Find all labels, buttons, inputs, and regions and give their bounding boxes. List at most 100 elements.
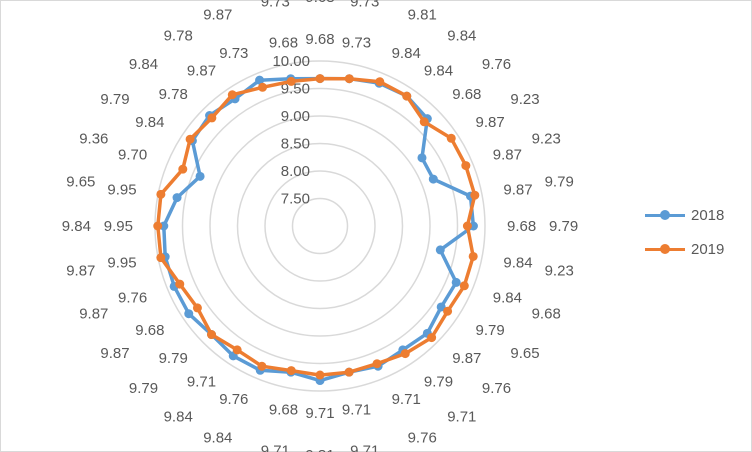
data-label: 9.68 <box>135 322 164 339</box>
data-label: 9.71 <box>350 443 379 452</box>
grid-ring <box>154 60 486 392</box>
data-label: 9.36 <box>79 130 108 147</box>
data-point-2019 <box>462 221 472 231</box>
data-point-2019 <box>286 366 296 376</box>
data-label: 9.78 <box>159 86 188 103</box>
data-point-2019 <box>153 221 163 231</box>
data-point-2019 <box>400 349 410 359</box>
data-label: 9.68 <box>532 306 561 323</box>
data-point-2019 <box>175 279 185 289</box>
data-label: 9.76 <box>408 430 437 447</box>
data-point-2019 <box>206 330 216 340</box>
data-label: 9.81 <box>408 6 437 23</box>
data-point-2018 <box>417 153 427 163</box>
data-label: 9.71 <box>305 405 334 422</box>
data-label: 9.73 <box>261 0 290 10</box>
data-label: 9.68 <box>507 218 536 235</box>
data-label: 9.68 <box>452 86 481 103</box>
data-label: 9.84 <box>493 290 522 307</box>
data-label: 9.76 <box>482 380 511 397</box>
data-label: 9.95 <box>107 255 136 272</box>
data-label: 9.68 <box>269 35 298 52</box>
data-point-2019 <box>315 370 325 380</box>
radial-tick-label: 10.00 <box>272 53 310 70</box>
data-point-2019 <box>461 161 471 171</box>
data-point-2018 <box>436 302 446 312</box>
data-label: 9.68 <box>305 31 334 48</box>
data-label: 9.23 <box>545 263 574 280</box>
data-label: 9.84 <box>164 408 193 425</box>
radial-tick-label: 8.50 <box>281 136 310 153</box>
legend-label-2018: 2018 <box>691 206 725 224</box>
data-label: 9.68 <box>269 401 298 418</box>
data-label: 9.87 <box>452 350 481 367</box>
data-label: 9.70 <box>118 146 147 163</box>
data-label: 9.71 <box>392 391 421 408</box>
data-point-2019 <box>459 281 469 291</box>
data-point-2019 <box>227 90 237 100</box>
data-label: 9.84 <box>62 218 91 235</box>
data-label: 9.87 <box>66 263 95 280</box>
radial-tick-label: 9.00 <box>281 108 310 125</box>
data-point-2019 <box>207 113 217 123</box>
data-label: 9.87 <box>503 182 532 199</box>
data-label: 9.76 <box>219 391 248 408</box>
radial-tick-label: 8.00 <box>281 163 310 180</box>
data-label: 9.84 <box>424 63 453 80</box>
data-point-2019 <box>402 91 412 101</box>
data-label: 9.79 <box>476 322 505 339</box>
data-point-2018 <box>195 171 205 181</box>
data-point-2019 <box>443 306 453 316</box>
data-label: 9.84 <box>203 430 232 447</box>
data-label: 9.79 <box>545 173 574 190</box>
data-point-2019 <box>286 76 296 86</box>
radial-tick-label: 7.50 <box>281 191 310 208</box>
data-point-2019 <box>344 74 354 84</box>
data-point-2019 <box>257 361 267 371</box>
data-label: 9.95 <box>104 218 133 235</box>
data-point-2018 <box>428 174 438 184</box>
data-label: 9.65 <box>510 345 539 362</box>
legend: 2018 2019 <box>645 198 724 266</box>
data-point-2019 <box>446 133 456 143</box>
data-label: 9.71 <box>342 401 371 418</box>
data-point-2019 <box>372 359 382 369</box>
data-label: 9.73 <box>219 45 248 62</box>
data-label: 9.87 <box>187 63 216 80</box>
legend-swatch-2019 <box>645 240 685 258</box>
data-label: 9.71 <box>261 443 290 452</box>
data-point-2018 <box>435 245 445 255</box>
data-point-2019 <box>344 367 354 377</box>
data-point-2019 <box>419 117 429 127</box>
data-label: 9.23 <box>532 130 561 147</box>
data-label: 9.87 <box>79 306 108 323</box>
legend-item-2019: 2019 <box>645 232 724 266</box>
data-label: 9.79 <box>100 91 129 108</box>
data-label: 9.87 <box>476 114 505 131</box>
data-label: 9.79 <box>549 218 578 235</box>
grid-ring <box>181 87 459 365</box>
data-point-2019 <box>315 74 325 84</box>
data-label: 9.81 <box>305 447 334 452</box>
data-point-2019 <box>185 134 195 144</box>
grid-ring <box>291 197 349 255</box>
data-point-2019 <box>178 164 188 174</box>
data-label: 9.68 <box>305 0 334 6</box>
data-label: 9.78 <box>164 28 193 45</box>
data-label: 9.79 <box>424 374 453 391</box>
data-label: 9.84 <box>447 28 476 45</box>
data-label: 9.95 <box>107 182 136 199</box>
data-point-2019 <box>468 251 478 261</box>
data-point-2018 <box>172 193 182 203</box>
data-label: 9.65 <box>66 173 95 190</box>
data-label: 9.87 <box>493 146 522 163</box>
data-point-2018 <box>451 277 461 287</box>
data-label: 9.71 <box>447 408 476 425</box>
data-label: 9.84 <box>392 45 421 62</box>
data-point-2019 <box>156 253 166 263</box>
data-label: 9.84 <box>129 56 158 73</box>
grid-ring <box>264 170 376 282</box>
data-label: 9.87 <box>100 345 129 362</box>
